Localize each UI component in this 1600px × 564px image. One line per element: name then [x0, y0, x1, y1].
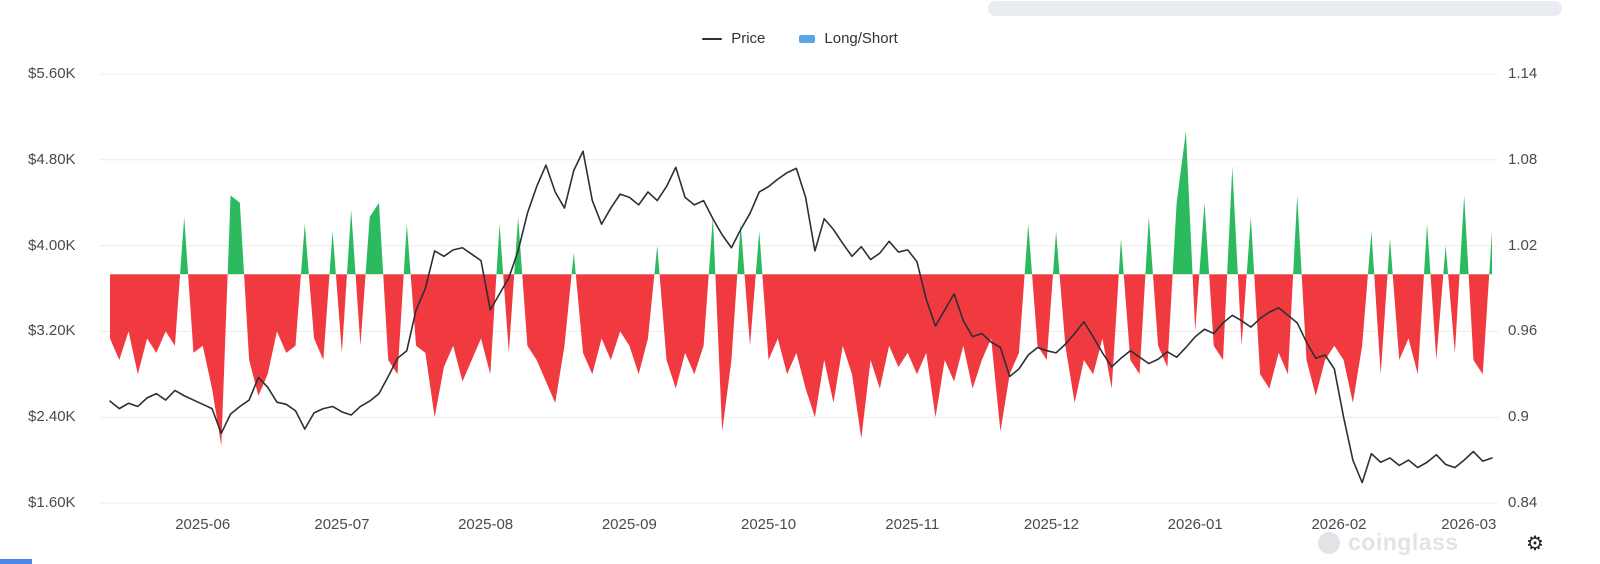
x-axis-label: 2025-09	[601, 516, 657, 533]
price-line	[109, 150, 1493, 484]
y-axis-right-label: 1.14	[1508, 65, 1538, 82]
legend-label-price: Price	[731, 30, 766, 47]
longshort-swatch-icon	[799, 34, 816, 43]
price-line-swatch-icon	[702, 37, 723, 40]
x-axis-label: 2026-02	[1311, 516, 1367, 533]
x-axis-label: 2025-08	[458, 516, 514, 533]
bottom-accent-bar	[0, 559, 32, 564]
x-axis-label: 2025-12	[1023, 516, 1079, 533]
y-axis-right-label: 1.08	[1508, 150, 1538, 168]
y-axis-right-label: 1.02	[1508, 236, 1538, 254]
y-axis-left-label: $3.20K	[28, 322, 76, 340]
x-axis-label: 2025-06	[175, 516, 231, 533]
coinglass-logo-icon	[1318, 531, 1340, 554]
settings-gear-icon[interactable]: ⚙	[1520, 528, 1550, 558]
x-axis-label: 2025-11	[885, 516, 940, 533]
coinglass-watermark-text: coinglass	[1348, 529, 1459, 555]
chart-legend: Price Long/Short	[0, 30, 1600, 47]
coinglass-watermark: coinglass	[1318, 529, 1459, 556]
x-axis-label: 2025-07	[314, 516, 370, 533]
x-axis-label: 2026-01	[1167, 516, 1223, 533]
y-axis-left-label: $4.80K	[28, 150, 76, 168]
y-axis-right-label: 0.9	[1508, 408, 1529, 426]
legend-label-longshort: Long/Short	[824, 30, 898, 47]
y-axis-left-label: $5.60K	[28, 65, 76, 82]
legend-item-longshort[interactable]: Long/Short	[799, 30, 898, 47]
y-axis-left-label: $1.60K	[28, 494, 76, 511]
x-axis-label: 2026-03	[1441, 516, 1497, 533]
y-axis-right-label: 0.84	[1508, 494, 1538, 511]
x-axis-label: 2025-10	[740, 516, 797, 533]
y-axis-left-label: $2.40K	[28, 408, 76, 426]
longshort-area-below	[110, 274, 1490, 446]
legend-item-price[interactable]: Price	[702, 30, 765, 47]
y-axis-left-label: $4.00K	[28, 236, 76, 254]
y-axis-right-label: 0.96	[1508, 322, 1538, 340]
horizontal-scrollbar-thumb[interactable]	[988, 1, 1562, 16]
